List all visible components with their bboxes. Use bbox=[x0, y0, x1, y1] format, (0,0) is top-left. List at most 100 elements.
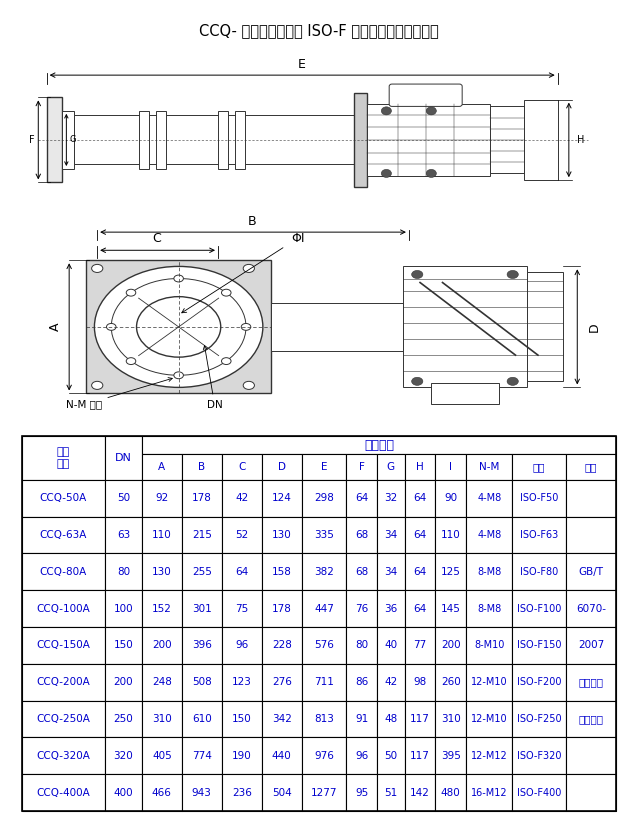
Text: 96: 96 bbox=[235, 640, 248, 650]
Text: 310: 310 bbox=[152, 714, 172, 724]
Text: 42: 42 bbox=[384, 677, 397, 687]
Bar bbox=[346, 627, 377, 664]
Text: 117: 117 bbox=[410, 714, 430, 724]
Text: 774: 774 bbox=[192, 751, 212, 760]
Text: ISO-F320: ISO-F320 bbox=[517, 751, 561, 760]
Bar bbox=[404, 554, 436, 590]
Bar bbox=[377, 554, 404, 590]
Text: 1277: 1277 bbox=[311, 788, 338, 797]
Bar bbox=[346, 480, 377, 517]
Circle shape bbox=[126, 358, 136, 365]
Text: DN: DN bbox=[115, 453, 132, 463]
Bar bbox=[346, 517, 377, 554]
Circle shape bbox=[126, 289, 136, 296]
Bar bbox=[404, 700, 436, 737]
Text: 142: 142 bbox=[410, 788, 430, 797]
Text: 190: 190 bbox=[232, 751, 251, 760]
Bar bbox=[302, 774, 346, 811]
Text: CCQ- 气动插板阀系列 ISO-F 法兰连接形式外型尺寸: CCQ- 气动插板阀系列 ISO-F 法兰连接形式外型尺寸 bbox=[199, 23, 439, 38]
Text: 130: 130 bbox=[272, 530, 292, 540]
Text: 813: 813 bbox=[314, 714, 334, 724]
Text: 68: 68 bbox=[355, 567, 368, 577]
Text: 200: 200 bbox=[152, 640, 172, 650]
Text: 法兰: 法兰 bbox=[533, 463, 545, 472]
Bar bbox=[105, 436, 142, 480]
Bar bbox=[222, 737, 262, 774]
Text: 40: 40 bbox=[384, 640, 397, 650]
Text: 711: 711 bbox=[314, 677, 334, 687]
Bar bbox=[262, 774, 302, 811]
Text: 200: 200 bbox=[114, 677, 133, 687]
Bar bbox=[566, 737, 616, 774]
Text: 320: 320 bbox=[114, 751, 133, 760]
Bar bbox=[182, 517, 222, 554]
Bar bbox=[466, 700, 512, 737]
Text: 396: 396 bbox=[192, 640, 212, 650]
Text: 335: 335 bbox=[314, 530, 334, 540]
Circle shape bbox=[243, 264, 255, 272]
Text: 32: 32 bbox=[384, 493, 397, 504]
Text: 504: 504 bbox=[272, 788, 292, 797]
Bar bbox=[466, 517, 512, 554]
Bar bbox=[22, 517, 105, 554]
Text: ISO-F63: ISO-F63 bbox=[520, 530, 558, 540]
Bar bbox=[262, 664, 302, 700]
Bar bbox=[466, 454, 512, 480]
Text: 4-M8: 4-M8 bbox=[477, 493, 501, 504]
Text: 447: 447 bbox=[314, 603, 334, 614]
Bar bbox=[566, 554, 616, 590]
Text: 92: 92 bbox=[155, 493, 168, 504]
Bar bbox=[404, 480, 436, 517]
Text: 178: 178 bbox=[272, 603, 292, 614]
Text: 法兰尺寸: 法兰尺寸 bbox=[579, 714, 604, 724]
Text: 117: 117 bbox=[410, 751, 430, 760]
Text: 178: 178 bbox=[192, 493, 212, 504]
Text: CCQ-63A: CCQ-63A bbox=[40, 530, 87, 540]
Bar bbox=[436, 454, 466, 480]
Text: 95: 95 bbox=[355, 788, 368, 797]
Text: 91: 91 bbox=[355, 714, 368, 724]
Bar bbox=[22, 554, 105, 590]
Bar bbox=[403, 267, 527, 388]
Circle shape bbox=[221, 358, 231, 365]
Bar bbox=[566, 480, 616, 517]
Text: 64: 64 bbox=[235, 567, 248, 577]
Bar bbox=[377, 700, 404, 737]
Bar bbox=[139, 111, 149, 169]
Circle shape bbox=[412, 271, 423, 278]
Bar bbox=[302, 737, 346, 774]
Bar bbox=[262, 480, 302, 517]
Bar bbox=[271, 303, 403, 351]
Text: 145: 145 bbox=[441, 603, 461, 614]
Bar bbox=[222, 700, 262, 737]
Text: 215: 215 bbox=[192, 530, 212, 540]
Bar bbox=[142, 517, 182, 554]
Bar bbox=[222, 590, 262, 627]
Circle shape bbox=[243, 381, 255, 389]
Text: 576: 576 bbox=[314, 640, 334, 650]
Text: 42: 42 bbox=[235, 493, 248, 504]
Bar bbox=[182, 480, 222, 517]
Text: 真空技术: 真空技术 bbox=[579, 677, 604, 687]
Bar bbox=[404, 590, 436, 627]
Bar bbox=[512, 590, 566, 627]
Circle shape bbox=[137, 296, 221, 357]
Bar bbox=[142, 700, 182, 737]
Bar bbox=[404, 737, 436, 774]
Text: 75: 75 bbox=[235, 603, 248, 614]
Text: 310: 310 bbox=[441, 714, 461, 724]
Bar bbox=[302, 517, 346, 554]
Bar bbox=[466, 664, 512, 700]
Text: 943: 943 bbox=[192, 788, 212, 797]
Bar bbox=[512, 554, 566, 590]
Bar bbox=[436, 774, 466, 811]
Text: 250: 250 bbox=[114, 714, 133, 724]
Text: 64: 64 bbox=[413, 493, 427, 504]
Circle shape bbox=[426, 170, 436, 178]
Text: 152: 152 bbox=[152, 603, 172, 614]
Bar bbox=[302, 627, 346, 664]
Circle shape bbox=[412, 377, 423, 385]
Text: 130: 130 bbox=[152, 567, 172, 577]
Text: ISO-F400: ISO-F400 bbox=[517, 788, 561, 797]
Text: I: I bbox=[449, 463, 452, 472]
